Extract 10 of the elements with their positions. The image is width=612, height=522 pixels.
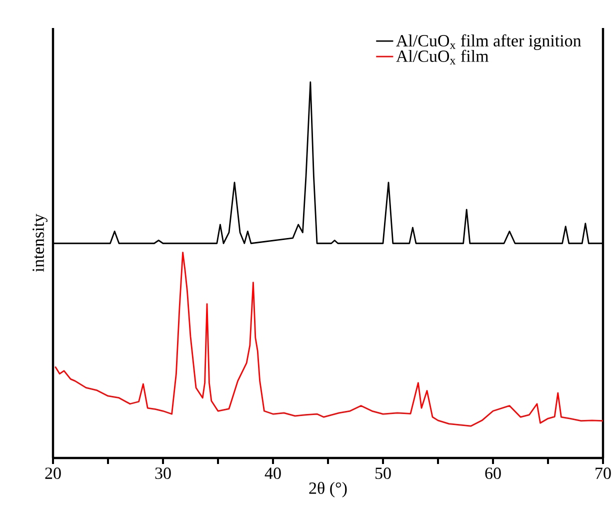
x-tick-label: 30	[155, 468, 171, 480]
x-tick-label: 70	[596, 468, 611, 480]
x-tick-label: 20	[45, 468, 61, 480]
y-axis-title: intensity	[32, 214, 48, 272]
legend-label: Al/CuO$_{x}$ film	[396, 50, 489, 64]
legend-label: Al/CuO$_{x}$ film after ignition	[396, 34, 582, 50]
x-axis-title: 2θ (°)	[309, 482, 347, 498]
x-tick-label: 60	[485, 468, 501, 480]
x-tick-label: 40	[264, 468, 281, 480]
x-tick-label: 50	[375, 468, 391, 480]
